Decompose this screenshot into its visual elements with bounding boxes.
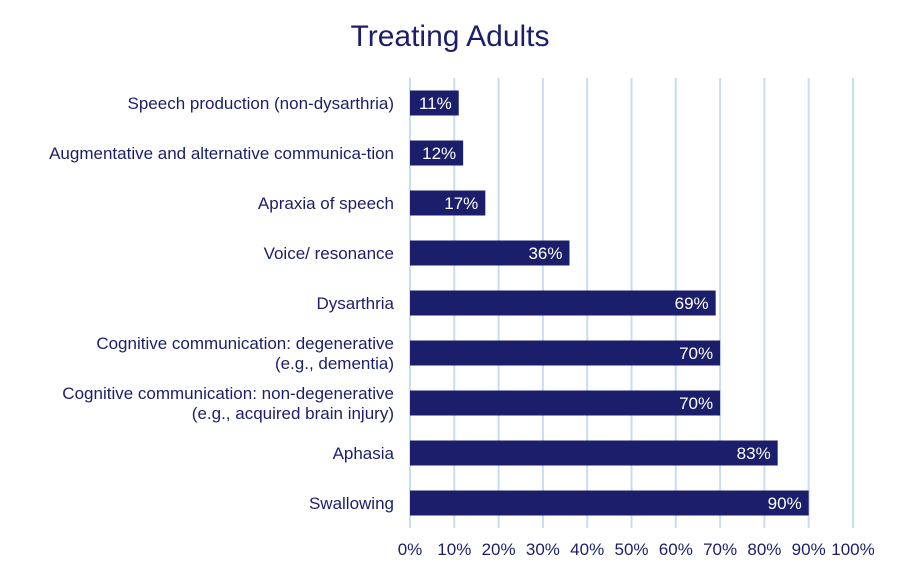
bar <box>410 240 570 266</box>
category-label: Voice/ resonance <box>264 244 394 263</box>
bar <box>410 140 464 166</box>
category-labels: Speech production (non-dysarthria) Augmen… <box>49 94 394 513</box>
bars: 11% 12% 17% 36% 69% 70% 70% 83% 90% <box>410 90 809 516</box>
data-label: 83% <box>737 444 771 463</box>
x-tick-label: 50% <box>614 540 648 559</box>
x-axis-tick-labels: 0% 10% 20% 30% 40% 50% 60% 70% 80% 90% 100% <box>398 540 875 559</box>
category-label: Cognitive communication: degenerative <box>96 334 394 353</box>
bar <box>410 90 459 116</box>
data-label: 11% <box>419 94 452 113</box>
bar <box>410 490 809 516</box>
bar <box>410 340 721 366</box>
category-label: Swallowing <box>309 494 394 513</box>
data-label: 90% <box>768 494 802 513</box>
category-label: (e.g., dementia) <box>275 354 394 373</box>
bar <box>410 440 778 466</box>
x-tick-label: 10% <box>437 540 471 559</box>
data-label: 70% <box>679 344 713 363</box>
category-label: Cognitive communication: non-degenerativ… <box>62 384 394 403</box>
x-tick-label: 40% <box>570 540 604 559</box>
bar <box>410 290 716 316</box>
data-label: 69% <box>675 294 709 313</box>
x-tick-label: 70% <box>703 540 737 559</box>
category-label: Augmentative and alternative communica-t… <box>49 144 394 163</box>
bar <box>410 390 721 416</box>
data-label: 36% <box>528 244 562 263</box>
bar <box>410 190 486 216</box>
category-label: Apraxia of speech <box>258 194 394 213</box>
category-label: Speech production (non-dysarthria) <box>128 94 394 113</box>
x-tick-label: 90% <box>792 540 826 559</box>
data-label: 70% <box>679 394 713 413</box>
x-tick-label: 0% <box>398 540 423 559</box>
category-label: Aphasia <box>333 444 395 463</box>
data-label: 17% <box>444 194 478 213</box>
chart-title: Treating Adults <box>351 20 550 53</box>
x-tick-label: 60% <box>659 540 693 559</box>
data-label: 12% <box>422 144 456 163</box>
x-tick-label: 100% <box>831 540 874 559</box>
category-label: Dysarthria <box>317 294 395 313</box>
category-label: (e.g., acquired brain injury) <box>192 404 394 423</box>
x-tick-label: 20% <box>482 540 516 559</box>
x-tick-label: 30% <box>526 540 560 559</box>
x-tick-label: 80% <box>747 540 781 559</box>
